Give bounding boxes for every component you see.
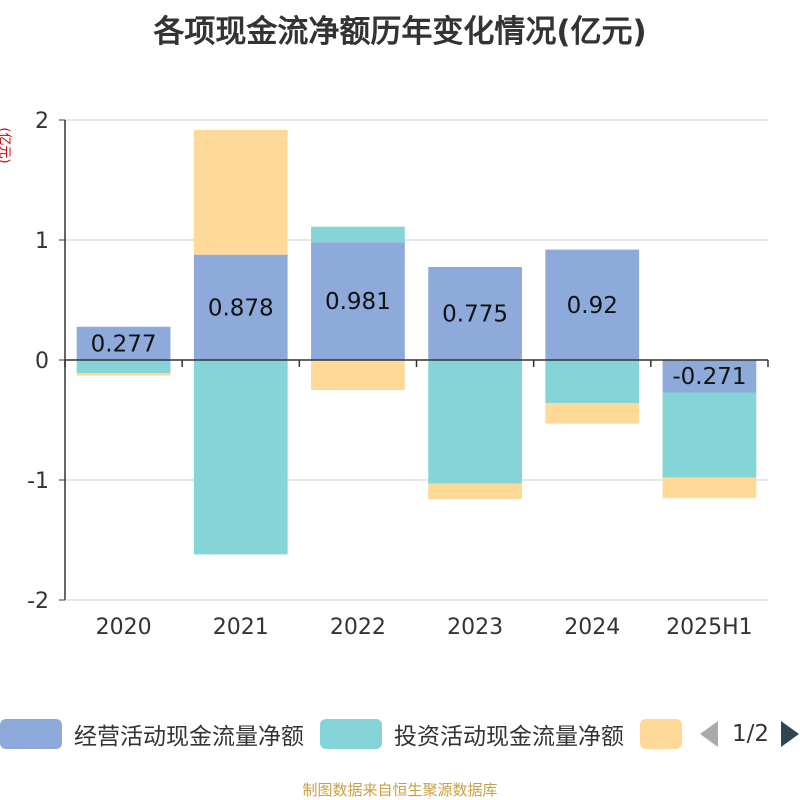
bar-series3 (428, 483, 522, 500)
x-tick-label: 2023 (447, 615, 503, 640)
y-tick-label: 2 (35, 109, 49, 134)
bar-series3 (311, 360, 405, 390)
data-label: -0.271 (672, 364, 746, 390)
legend-label: 投资活动现金流量净额 (394, 724, 624, 750)
bar-series2 (76, 360, 171, 374)
chart-title: 各项现金流净额历年变化情况(亿元) (153, 14, 647, 50)
bar-series3 (193, 129, 288, 255)
y-tick-label: 0 (35, 349, 49, 374)
bar-series1 (662, 360, 757, 393)
legend-swatch (0, 719, 62, 749)
data-label: 0.878 (208, 295, 274, 321)
data-label: 0.92 (567, 293, 618, 319)
x-tick-label: 2022 (330, 615, 386, 640)
bar-series3 (545, 403, 640, 424)
bar-series1 (311, 242, 405, 360)
legend-pager: 1/2 (700, 716, 800, 752)
legend-item-operating[interactable]: 经营活动现金流量净额 (0, 716, 304, 752)
y-tick-label: -1 (27, 469, 49, 494)
bar-series2 (193, 360, 288, 555)
bar-series1 (428, 267, 522, 360)
bar-series2 (662, 392, 757, 478)
data-label: 0.775 (442, 302, 508, 328)
y-tick-label: -2 (27, 589, 49, 614)
bar-series1 (76, 326, 171, 360)
legend-swatch (320, 719, 382, 749)
legend-swatch (640, 719, 682, 749)
legend-item-investing[interactable]: 投资活动现金流量净额 (320, 716, 624, 752)
x-tick-label: 2021 (213, 615, 269, 640)
legend-page-indicator: 1/2 (732, 721, 770, 747)
x-tick-label: 2020 (96, 615, 152, 640)
bar-series2 (428, 360, 522, 484)
bar-series3 (662, 477, 757, 499)
data-label: 0.277 (91, 331, 157, 357)
chart-canvas: -2 -1 0 1 2 2020 2021 2022 2023 2024 2025H1 0.277 0.… (27, 109, 769, 640)
data-source-note: 制图数据来自恒生聚源数据库 (302, 781, 498, 799)
legend-item-third[interactable] (640, 716, 682, 752)
data-label: 0.981 (325, 289, 391, 315)
x-tick-label: 2025H1 (666, 615, 753, 640)
next-page-icon[interactable] (781, 721, 800, 747)
legend-label: 经营活动现金流量净额 (74, 724, 304, 750)
bar-series2 (311, 226, 405, 243)
legend: 经营活动现金流量净额 投资活动现金流量净额 1/2 (0, 716, 800, 752)
bar-series3 (76, 373, 171, 376)
y-tick-label: 1 (35, 229, 49, 254)
bar-series1 (193, 254, 288, 360)
x-tick-label: 2024 (564, 615, 620, 640)
bar-series1 (545, 249, 640, 360)
bar-series2 (545, 360, 640, 404)
prev-page-icon[interactable] (700, 721, 718, 747)
